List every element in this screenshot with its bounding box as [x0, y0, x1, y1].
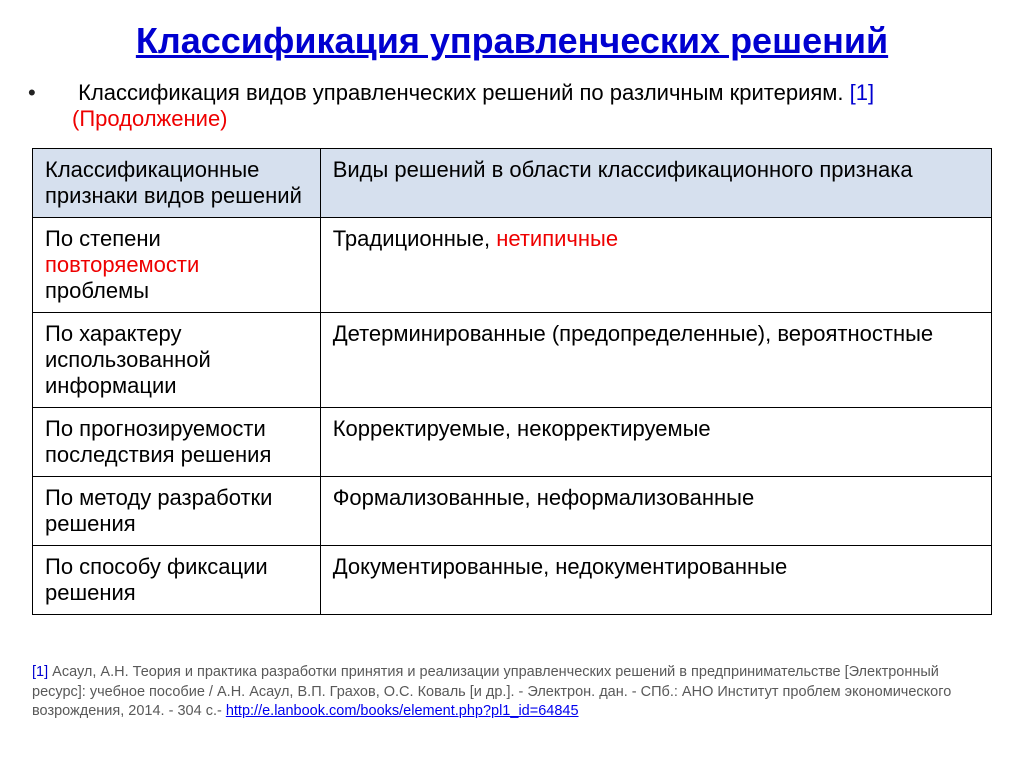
bullet-icon: •: [50, 80, 72, 106]
classification-table: Классификационные признаки видов решений…: [32, 148, 992, 615]
footnote-link[interactable]: http://e.lanbook.com/books/element.php?p…: [226, 703, 579, 719]
table-cell-types: Формализованные, неформализованные: [320, 477, 991, 546]
table-row: По методу разработки решенияФормализован…: [33, 477, 992, 546]
table-row: По прогнозируемости последствия решенияК…: [33, 408, 992, 477]
table-cell-types: Корректируемые, некорректируемые: [320, 408, 991, 477]
table-header-col2: Виды решений в области классификационног…: [320, 149, 991, 218]
table-cell-types: Традиционные, нетипичные: [320, 218, 991, 313]
page-title: Классификация управленческих решений: [32, 20, 992, 62]
table-cell-criteria: По методу разработки решения: [33, 477, 321, 546]
table-row: По характеру использованной информацииДе…: [33, 313, 992, 408]
table-row: По способу фиксации решенияДокументирова…: [33, 546, 992, 615]
table-row: По степени повторяемости проблемыТрадици…: [33, 218, 992, 313]
intro-continuation: (Продолжение): [72, 106, 228, 131]
table-cell-types: Детерминированные (предопределенные), ве…: [320, 313, 991, 408]
intro-paragraph: • Классификация видов управленческих реш…: [32, 80, 992, 132]
intro-text: Классификация видов управленческих решен…: [78, 80, 843, 105]
table-cell-criteria: По прогнозируемости последствия решения: [33, 408, 321, 477]
footnote-num: [1]: [32, 664, 48, 680]
footnote: [1] Асаул, А.Н. Теория и практика разраб…: [32, 663, 992, 722]
table-cell-criteria: По характеру использованной информации: [33, 313, 321, 408]
table-cell-types: Документированные, недокументированные: [320, 546, 991, 615]
table-cell-criteria: По степени повторяемости проблемы: [33, 218, 321, 313]
table-cell-criteria: По способу фиксации решения: [33, 546, 321, 615]
intro-ref: [1]: [850, 80, 874, 105]
table-header-col1: Классификационные признаки видов решений: [33, 149, 321, 218]
